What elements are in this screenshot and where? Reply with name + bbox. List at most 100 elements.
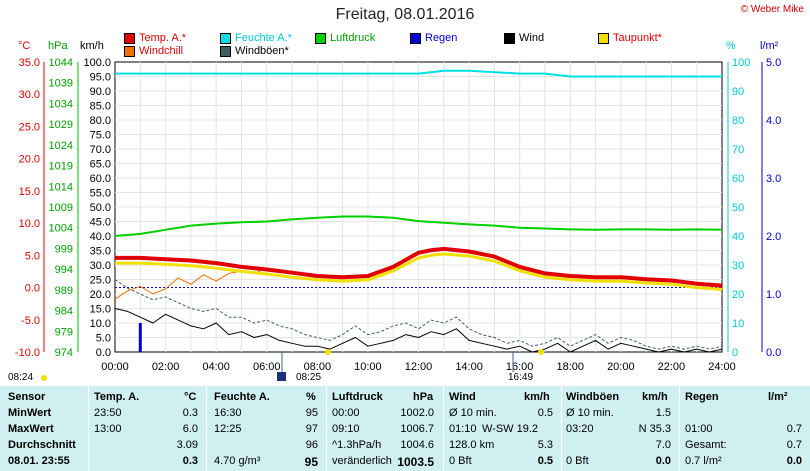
temp-tick-label: 20.0 bbox=[19, 154, 40, 166]
wind-tick-label: 60.0 bbox=[90, 173, 111, 185]
wind-tick-label: 45.0 bbox=[90, 217, 111, 229]
rain-tick-label: 0.0 bbox=[766, 347, 781, 359]
cell-press: 1003.5 bbox=[397, 455, 434, 469]
cell-press-time: 09:10 bbox=[332, 423, 360, 435]
legend-label: Wind bbox=[519, 32, 545, 44]
page-title: Freitag, 08.01.2016 bbox=[335, 6, 475, 23]
series-luftdruck-line bbox=[114, 215, 723, 237]
sunrise-icon bbox=[41, 375, 47, 381]
pressure-tick-label: 994 bbox=[55, 264, 73, 276]
header-rain: Regen bbox=[685, 391, 719, 403]
cell-rain-a: 01:00 bbox=[685, 423, 713, 435]
temp-tick-label: 5.0 bbox=[25, 250, 40, 262]
cell-wind-a: Ø 10 min. bbox=[449, 407, 497, 419]
pressure-unit: hPa bbox=[48, 40, 68, 52]
x-tick-label: 08:00 bbox=[304, 361, 332, 373]
cell-rain: 0.7 bbox=[786, 439, 802, 451]
humidity-tick-label: 10 bbox=[732, 318, 744, 330]
humidity-tick-label: 0 bbox=[732, 347, 738, 359]
wind-tick-label: 50.0 bbox=[90, 202, 111, 214]
header-pressure-unit: hPa bbox=[413, 391, 434, 403]
cell-press: 1002.0 bbox=[400, 407, 434, 419]
header-wind: Wind bbox=[449, 391, 476, 403]
legend-label: Taupunkt* bbox=[613, 32, 662, 44]
cell-temp-time: 23:50 bbox=[94, 407, 122, 419]
cell-rain: 0.7 bbox=[786, 423, 802, 435]
x-tick-label: 00:00 bbox=[101, 361, 129, 373]
table-row: 08.01. 23:55 0.3 4.70 g/m³ 95 veränderlich 10… bbox=[0, 455, 810, 471]
x-tick-label: 06:00 bbox=[253, 361, 281, 373]
legend-label: Feuchte A.* bbox=[235, 32, 292, 44]
legend-label: Regen bbox=[425, 32, 458, 44]
header-rain-unit: l/m² bbox=[768, 391, 788, 403]
x-tick-label: 24:00 bbox=[708, 361, 736, 373]
cell-wind-a: 01:10 bbox=[449, 423, 477, 435]
cell-press-time: veränderlich bbox=[332, 455, 392, 467]
cell-gust-a: 03:20 bbox=[566, 423, 594, 435]
legend-swatch bbox=[220, 45, 231, 57]
cell-temp-time: 13:00 bbox=[94, 423, 122, 435]
legend-temp: Temp. A.* bbox=[124, 32, 186, 44]
pressure-tick-label: 1039 bbox=[49, 78, 73, 90]
cell-hum: 97 bbox=[305, 423, 318, 435]
cell-hum: 95 bbox=[304, 455, 318, 469]
legend-rain: Regen bbox=[410, 32, 457, 44]
temp-tick-label: -5.0 bbox=[21, 315, 40, 327]
x-tick-label: 10:00 bbox=[354, 361, 382, 373]
rain-tick-label: 5.0 bbox=[766, 57, 781, 69]
table-row: Durchschnitt 3.09 96 ^1.3hPa/h 1004.6 128.0 k… bbox=[0, 439, 810, 455]
pressure-tick-label: 984 bbox=[55, 306, 73, 318]
humidity-tick-label: 40 bbox=[732, 231, 744, 243]
legend-swatch bbox=[124, 32, 135, 44]
cell-wind-b: W-SW 19.2 bbox=[482, 423, 539, 435]
pressure-tick-label: 979 bbox=[55, 326, 73, 338]
wind-tick-label: 75.0 bbox=[90, 130, 111, 142]
header-temp-unit: °C bbox=[184, 391, 197, 403]
cell-hum-time: 4.70 g/m³ bbox=[214, 455, 261, 467]
humidity-tick-label: 80 bbox=[732, 115, 744, 127]
legend-gust: Windböen* bbox=[220, 45, 289, 57]
cell-wind-a: 128.0 km bbox=[449, 439, 495, 451]
cell-press: 1006.7 bbox=[400, 423, 434, 435]
legend-label: Temp. A.* bbox=[139, 32, 187, 44]
rain-tick-label: 1.0 bbox=[766, 289, 781, 301]
pressure-tick-label: 999 bbox=[55, 243, 73, 255]
moon-time: 08:25 bbox=[296, 372, 322, 383]
temp-unit: °C bbox=[18, 40, 31, 52]
table-row: MaxWert 13:00 6.0 12:25 97 09:10 1006.7 01:10 W-… bbox=[0, 423, 810, 439]
wind-tick-label: 20.0 bbox=[90, 289, 111, 301]
cell-gust: 1.5 bbox=[655, 407, 671, 419]
humidity-unit: % bbox=[726, 40, 736, 52]
pressure-tick-label: 1029 bbox=[49, 119, 73, 131]
x-tick-label: 04:00 bbox=[202, 361, 230, 373]
legend-swatch bbox=[124, 45, 135, 57]
header-humidity: Feuchte A. bbox=[214, 391, 270, 403]
wind-tick-label: 30.0 bbox=[90, 260, 111, 272]
legend-windchill: Windchill bbox=[124, 45, 183, 57]
x-tick-label: 20:00 bbox=[607, 361, 635, 373]
sun-marker-icon bbox=[325, 349, 331, 355]
humidity-tick-label: 30 bbox=[732, 260, 744, 272]
humidity-tick-label: 60 bbox=[732, 173, 744, 185]
pressure-tick-label: 1044 bbox=[49, 57, 73, 69]
header-sensor: Sensor bbox=[8, 391, 46, 403]
table-header: Sensor Temp. A. °C Feuchte A. % Luftdruc… bbox=[0, 391, 810, 407]
pressure-tick-label: 1019 bbox=[49, 161, 73, 173]
temp-tick-label: 10.0 bbox=[19, 218, 40, 230]
legend-label: Windböen* bbox=[235, 45, 289, 57]
cell-temp: 0.3 bbox=[182, 455, 198, 467]
wind-tick-label: 90.0 bbox=[90, 86, 111, 98]
legend-swatch bbox=[315, 32, 326, 44]
rain-unit: l/m² bbox=[760, 40, 779, 52]
series-temp-a-line bbox=[115, 246, 723, 288]
x-tick-label: 22:00 bbox=[658, 361, 686, 373]
rain-bar bbox=[138, 323, 142, 352]
pressure-tick-label: 1009 bbox=[49, 202, 73, 214]
cell-label: MinWert bbox=[8, 407, 52, 419]
cell-wind-a: 0 Bft bbox=[449, 455, 472, 467]
temp-tick-label: 30.0 bbox=[19, 89, 40, 101]
table-row: MinWert 23:50 0.3 16:30 95 00:00 1002.0 Ø 10 mi… bbox=[0, 407, 810, 423]
wind-tick-label: 10.0 bbox=[90, 318, 111, 330]
pressure-tick-label: 1024 bbox=[49, 140, 73, 152]
x-tick-label: 12:00 bbox=[405, 361, 433, 373]
